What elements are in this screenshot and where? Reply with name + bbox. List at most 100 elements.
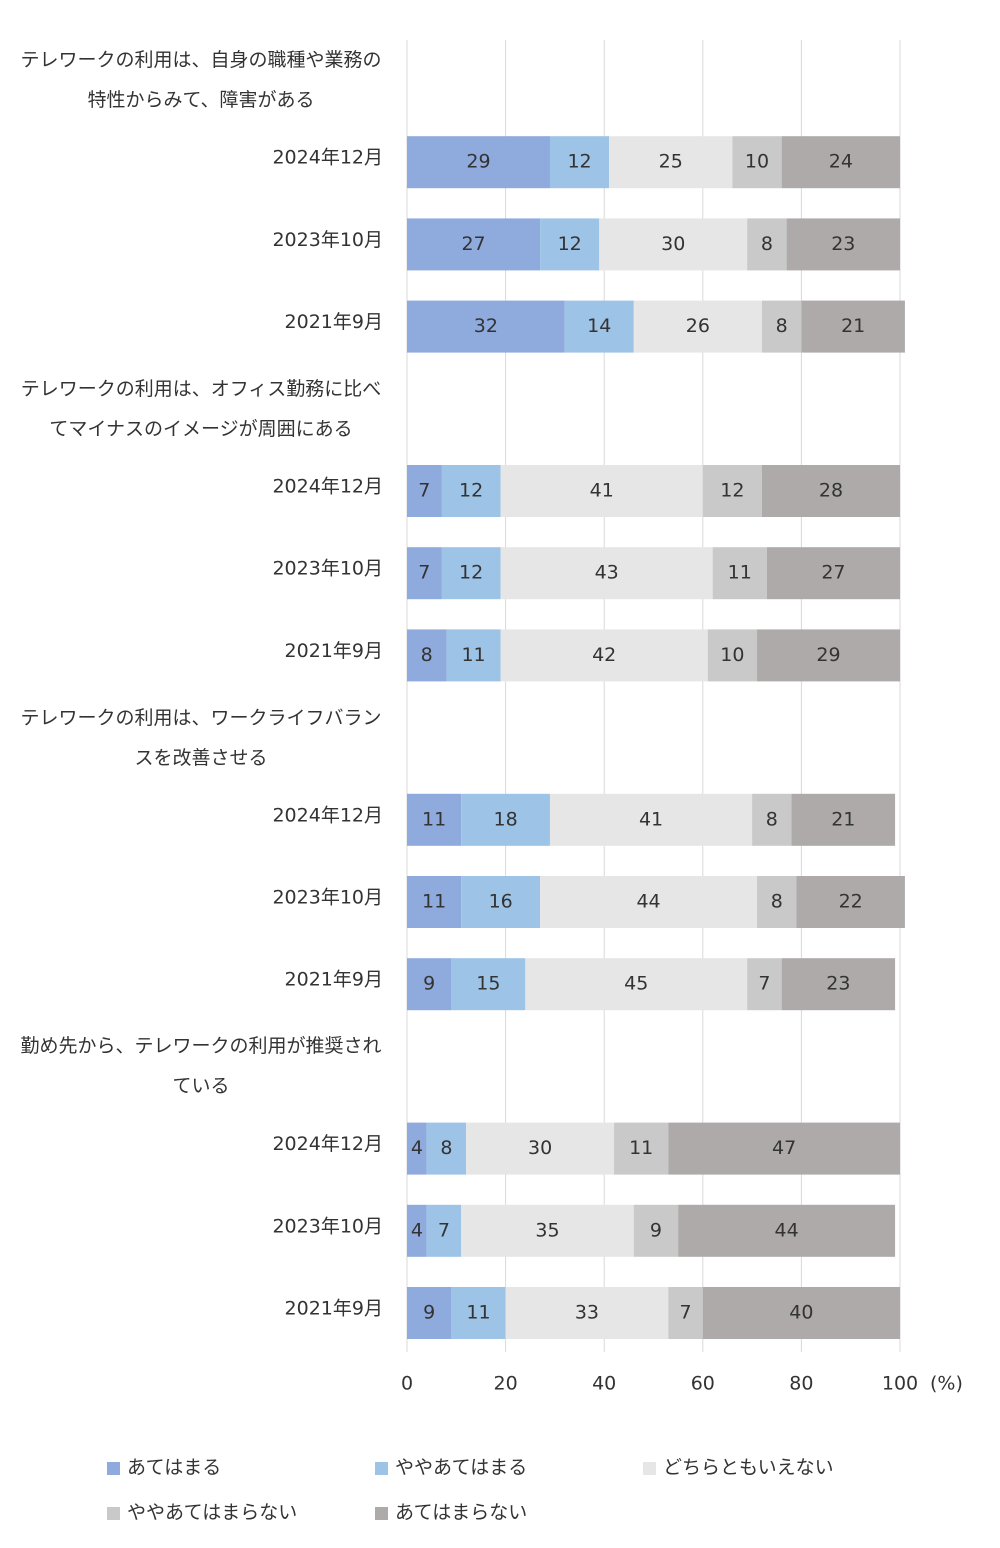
data-label: 12 bbox=[720, 480, 744, 502]
data-label: 23 bbox=[826, 973, 850, 995]
x-tick-label: 60 bbox=[691, 1373, 715, 1395]
data-label: 11 bbox=[422, 891, 446, 913]
bar-segment bbox=[712, 547, 767, 600]
bar-segment bbox=[707, 629, 758, 682]
bar-segment bbox=[407, 300, 565, 353]
bar-segment bbox=[614, 1122, 669, 1175]
bar-segment bbox=[668, 1122, 900, 1175]
bar-segment bbox=[407, 1287, 452, 1339]
data-label: 9 bbox=[423, 1302, 435, 1324]
data-label: 8 bbox=[421, 644, 433, 666]
bar-segment bbox=[599, 218, 748, 271]
data-label: 8 bbox=[766, 808, 778, 830]
data-label: 9 bbox=[423, 973, 435, 995]
x-tick-label: 40 bbox=[592, 1373, 616, 1395]
bar-segment bbox=[801, 300, 905, 353]
bar-segment bbox=[757, 629, 900, 682]
data-label: 16 bbox=[489, 891, 513, 913]
data-label: 11 bbox=[466, 1302, 490, 1324]
bar-segment bbox=[461, 876, 541, 928]
bar-segment bbox=[407, 218, 541, 271]
bar-segment bbox=[702, 465, 762, 517]
data-label: 25 bbox=[659, 151, 683, 173]
data-label: 30 bbox=[661, 233, 685, 255]
bar-segment bbox=[500, 465, 703, 517]
data-label: 11 bbox=[461, 644, 485, 666]
legend-label: ややあてはまらない bbox=[127, 1502, 297, 1524]
bar-segment bbox=[633, 300, 762, 353]
data-label: 21 bbox=[841, 315, 865, 337]
y-tick-label: 2021年9月 bbox=[285, 311, 383, 333]
y-tick-label: 2023年10月 bbox=[272, 558, 383, 580]
data-label: 8 bbox=[761, 233, 773, 255]
group-label: 勤め先から、テレワークの利用が推奨されている bbox=[20, 1035, 382, 1098]
bar-segment bbox=[540, 218, 600, 271]
data-label: 27 bbox=[821, 562, 845, 584]
bar-segment bbox=[766, 547, 900, 600]
bar-segment bbox=[451, 958, 526, 1011]
data-label: 7 bbox=[418, 480, 430, 502]
data-label: 29 bbox=[816, 644, 840, 666]
data-label: 4 bbox=[411, 1219, 423, 1241]
bar-segment bbox=[796, 876, 905, 928]
bar-segment bbox=[461, 793, 550, 846]
legend-label: あてはまる bbox=[127, 1457, 221, 1479]
bar-segment bbox=[407, 793, 462, 846]
legend-swatch bbox=[375, 1507, 388, 1520]
data-label: 24 bbox=[829, 151, 853, 173]
legend-label: あてはまらない bbox=[395, 1502, 527, 1524]
data-label: 12 bbox=[459, 480, 483, 502]
bar-segment bbox=[500, 547, 713, 600]
bar-segment bbox=[441, 547, 501, 600]
y-tick-label: 2024年12月 bbox=[272, 1133, 383, 1155]
data-label: 8 bbox=[776, 315, 788, 337]
data-label: 32 bbox=[474, 315, 498, 337]
data-label: 27 bbox=[461, 233, 485, 255]
data-label: 12 bbox=[459, 562, 483, 584]
bar-segment bbox=[668, 1287, 703, 1339]
data-label: 33 bbox=[575, 1302, 599, 1324]
y-tick-label: 2021年9月 bbox=[285, 1298, 383, 1320]
legend-swatch bbox=[107, 1462, 120, 1475]
data-label: 9 bbox=[650, 1219, 662, 1241]
bar-segment bbox=[407, 958, 452, 1011]
data-label: 23 bbox=[831, 233, 855, 255]
legend-label: どちらともいえない bbox=[663, 1457, 834, 1479]
bar-segment bbox=[761, 300, 802, 353]
data-label: 21 bbox=[831, 808, 855, 830]
y-tick-label: 2024年12月 bbox=[272, 804, 383, 826]
bar-segment bbox=[678, 1204, 896, 1257]
data-label: 15 bbox=[476, 973, 500, 995]
data-label: 41 bbox=[590, 480, 614, 502]
bar-segment bbox=[407, 629, 447, 682]
data-label: 45 bbox=[624, 973, 648, 995]
bar-segment bbox=[549, 136, 610, 189]
bar-segment bbox=[791, 793, 896, 846]
data-label: 7 bbox=[679, 1302, 691, 1324]
data-label: 11 bbox=[422, 808, 446, 830]
bar-segment bbox=[781, 958, 896, 1011]
bar-segment bbox=[500, 629, 708, 682]
bar-segment bbox=[407, 547, 442, 600]
y-tick-label: 2024年12月 bbox=[272, 476, 383, 498]
group-label: テレワークの利用は、オフィス勤務に比べてマイナスのイメージが周囲にある bbox=[20, 377, 382, 440]
bar-segment bbox=[747, 958, 782, 1011]
legend-swatch bbox=[107, 1507, 120, 1520]
bar-segment bbox=[441, 465, 501, 517]
data-label: 43 bbox=[595, 562, 619, 584]
legend-swatch bbox=[375, 1462, 388, 1475]
data-label: 41 bbox=[639, 808, 663, 830]
y-tick-label: 2021年9月 bbox=[285, 969, 383, 991]
data-label: 22 bbox=[839, 891, 863, 913]
bar-segment bbox=[609, 136, 733, 189]
data-label: 14 bbox=[587, 315, 611, 337]
data-label: 8 bbox=[771, 891, 783, 913]
data-label: 10 bbox=[745, 151, 769, 173]
bar-segment bbox=[702, 1287, 900, 1339]
data-label: 11 bbox=[629, 1137, 653, 1159]
x-tick-label: 0 bbox=[401, 1373, 413, 1395]
bar-segment bbox=[786, 218, 900, 271]
bar-segment bbox=[407, 136, 550, 189]
